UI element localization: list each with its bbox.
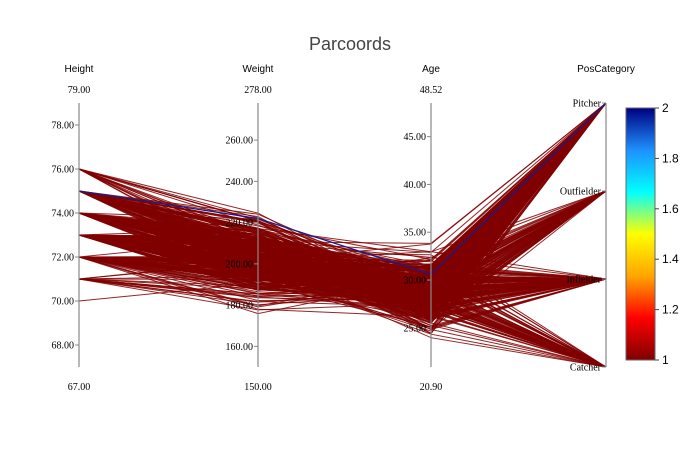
tick-label: 78.00	[52, 121, 75, 132]
category-label: Pitcher	[573, 99, 602, 110]
colorbar-tick-label: 1.2	[662, 303, 679, 317]
data-line	[78, 278, 607, 328]
data-lines	[78, 102, 607, 368]
data-line	[78, 190, 607, 318]
axis-height: Height 79.00 67.00 68.00 70.00 72.00 74.00 76.0…	[52, 64, 94, 393]
axis-min-label: 20.90	[420, 382, 443, 393]
tick-label: 220.00	[226, 218, 254, 229]
data-line	[78, 234, 607, 368]
data-line	[78, 234, 607, 280]
axis-min-label: 150.00	[244, 382, 272, 393]
tick-label: 25.00	[404, 323, 427, 334]
colorbar-tick-label: 2	[662, 101, 669, 115]
data-line	[78, 102, 607, 332]
data-line	[78, 190, 607, 315]
data-line	[78, 102, 607, 288]
colorbar: 1 1.2 1.4 1.6 1.8 2	[625, 101, 679, 367]
tick-label: 68.00	[52, 341, 75, 352]
tick-label: 260.00	[226, 136, 254, 147]
tick-label: 30.00	[404, 276, 427, 287]
category-label: Infielder	[567, 275, 602, 286]
tick-label: 45.00	[404, 132, 427, 143]
data-line	[78, 190, 607, 302]
axis-max-label: 48.52	[420, 85, 443, 96]
data-line	[78, 212, 607, 296]
tick-label: 74.00	[52, 209, 75, 220]
data-line	[78, 212, 607, 280]
data-line	[78, 168, 607, 280]
tick-label: 240.00	[226, 177, 254, 188]
axis-weight: Weight 278.00 150.00 160.00 180.00 200.00 220.…	[226, 64, 274, 393]
data-line	[78, 234, 607, 368]
data-line	[78, 190, 607, 368]
colorbar-tick-label: 1.8	[662, 151, 679, 165]
colorbar-tick-label: 1	[662, 353, 669, 367]
category-label: Catcher	[570, 363, 602, 374]
tick-label: 70.00	[52, 297, 75, 308]
tick-label: 160.00	[226, 342, 254, 353]
axis-title: Weight	[243, 64, 274, 75]
data-line	[78, 190, 607, 330]
axis-title: Height	[65, 64, 94, 75]
data-line	[78, 234, 607, 302]
data-line	[78, 102, 607, 286]
colorbar-bar	[625, 107, 656, 361]
axis-age: Age 48.52 20.90 25.00 30.00 35.00 40.00 45.00	[404, 64, 443, 393]
tick-label: 180.00	[226, 301, 254, 312]
axis-title: PosCategory	[577, 64, 635, 75]
data-line	[78, 234, 607, 294]
tick-label: 35.00	[404, 228, 427, 239]
tick-label: 200.00	[226, 259, 254, 270]
colorbar-tick-label: 1.6	[662, 202, 679, 216]
colorbar-tick-label: 1.4	[662, 252, 679, 266]
data-line	[78, 190, 607, 292]
data-line	[78, 234, 607, 368]
data-line	[78, 102, 607, 302]
axes: Height 79.00 67.00 68.00 70.00 72.00 74.00 76.0…	[52, 64, 635, 393]
data-line	[78, 102, 607, 295]
data-line	[78, 212, 607, 310]
tick-label: 72.00	[52, 253, 75, 264]
axis-poscategory: PosCategory Catcher Infielder Outfielder Pit…	[560, 64, 635, 374]
axis-max-label: 79.00	[68, 85, 91, 96]
axis-max-label: 278.00	[244, 85, 272, 96]
data-line	[78, 234, 607, 368]
tick-label: 76.00	[52, 165, 75, 176]
highlighted-data-line	[78, 102, 607, 276]
tick-label: 40.00	[404, 180, 427, 191]
chart-title: Parcoords	[309, 34, 391, 54]
axis-title: Age	[422, 64, 440, 75]
data-line	[78, 102, 607, 269]
category-label: Outfielder	[560, 187, 602, 198]
axis-min-label: 67.00	[68, 382, 91, 393]
